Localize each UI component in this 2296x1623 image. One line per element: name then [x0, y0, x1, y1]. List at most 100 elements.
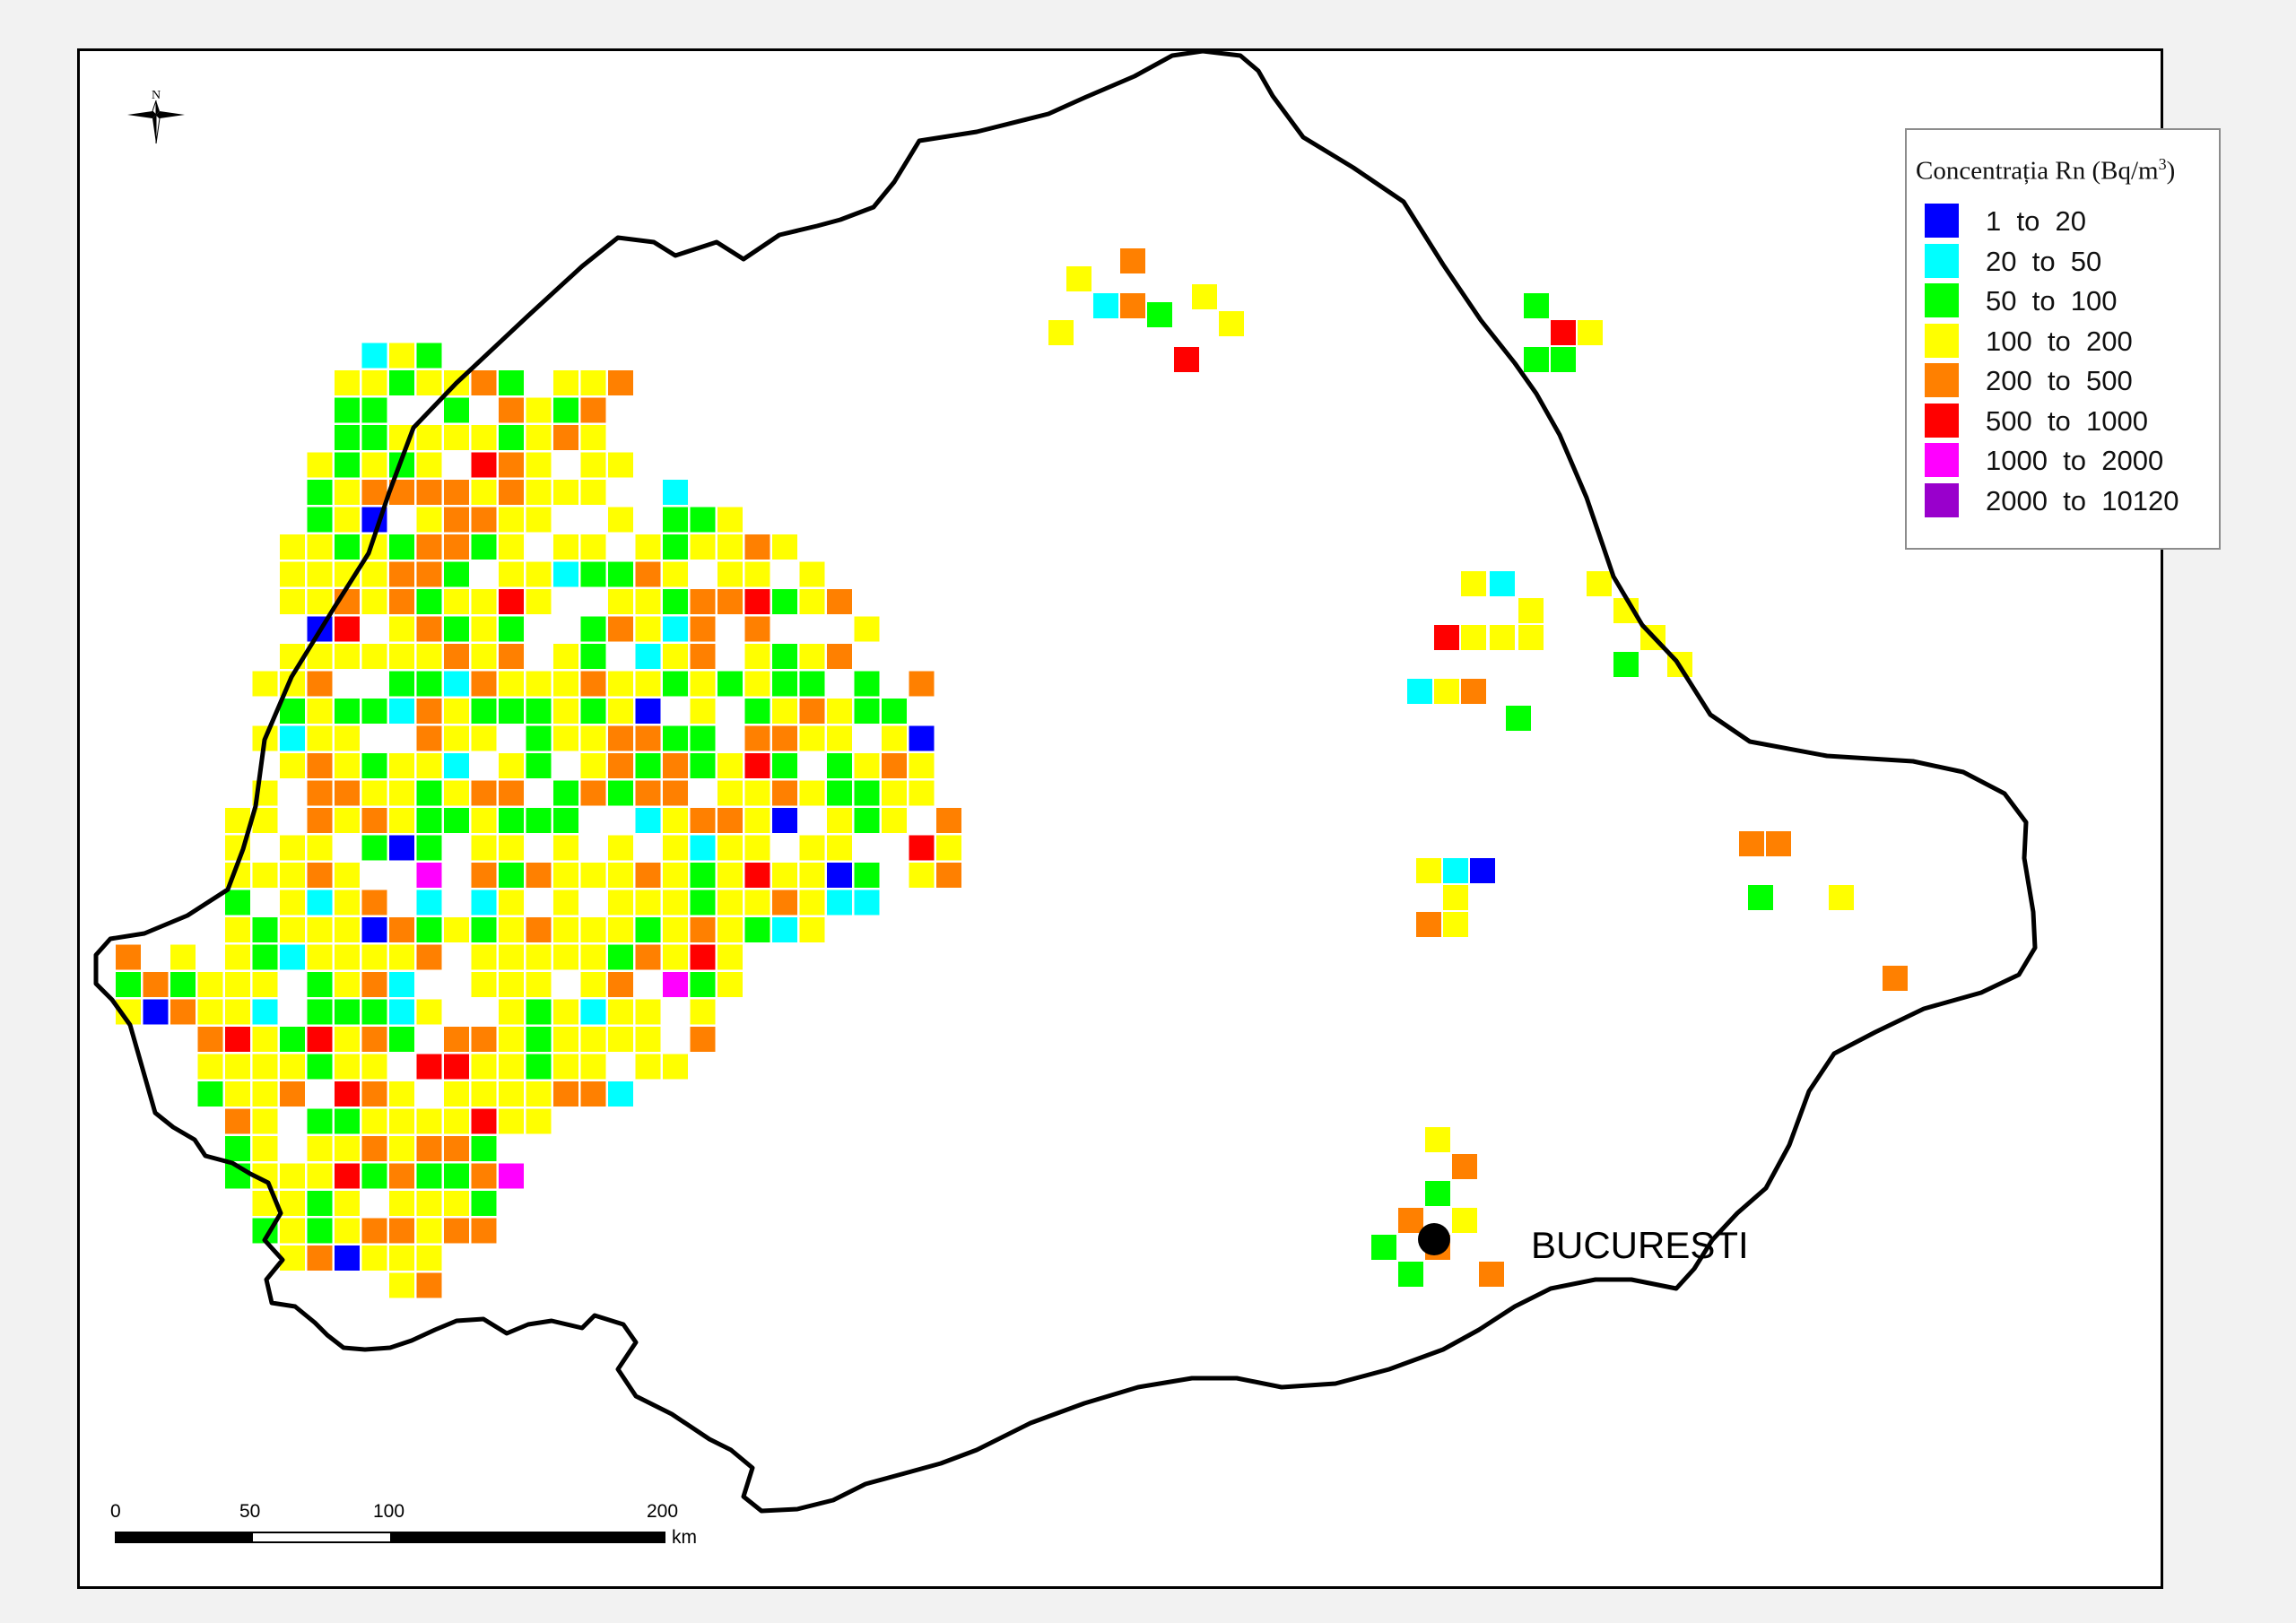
grid-cell	[580, 1054, 606, 1080]
grid-cell	[280, 890, 305, 916]
grid-cell	[690, 917, 716, 942]
grid-cell	[1461, 679, 1486, 704]
grid-cell	[1147, 302, 1172, 327]
grid-cell	[718, 534, 743, 560]
grid-cell	[471, 534, 497, 560]
grid-cell	[1066, 266, 1091, 291]
grid-cell	[690, 616, 716, 642]
grid-cell	[361, 561, 387, 587]
grid-cell	[718, 561, 743, 587]
grid-cell	[416, 370, 442, 395]
grid-cell	[1739, 831, 1764, 856]
grid-cell	[1048, 320, 1074, 345]
grid-cell	[444, 1163, 469, 1189]
grid-cell	[416, 452, 442, 478]
grid-cell	[526, 589, 552, 614]
grid-cell	[663, 507, 688, 533]
grid-cell	[471, 1054, 497, 1080]
grid-cell	[718, 917, 743, 942]
grid-cell	[361, 480, 387, 505]
grid-cell	[526, 561, 552, 587]
legend-label: 1000 to 2000	[1986, 445, 2164, 476]
grid-cell	[744, 808, 770, 833]
grid-cell	[663, 808, 688, 833]
grid-cell	[307, 835, 333, 861]
grid-cell	[471, 917, 497, 942]
grid-cell	[116, 972, 141, 997]
grid-cell	[471, 1108, 497, 1134]
legend-swatch	[1925, 323, 1959, 358]
grid-cell	[663, 561, 688, 587]
grid-cell	[499, 999, 524, 1025]
grid-cell	[1443, 858, 1468, 883]
grid-cell	[799, 780, 825, 806]
grid-cell	[335, 780, 360, 806]
grid-cell	[799, 561, 825, 587]
grid-cell	[526, 480, 552, 505]
grid-cell	[307, 725, 333, 751]
grid-cell	[690, 671, 716, 697]
grid-cell	[416, 753, 442, 778]
grid-cell	[1443, 912, 1468, 937]
grid-cell	[909, 835, 935, 861]
grid-cell	[718, 671, 743, 697]
grid-cell	[1371, 1235, 1396, 1260]
grid-cell	[882, 753, 907, 778]
grid-cell	[1883, 966, 1908, 991]
grid-cell	[335, 999, 360, 1025]
grid-cell	[307, 1136, 333, 1161]
grid-cell	[526, 999, 552, 1025]
grid-cell	[718, 507, 743, 533]
grid-cell	[361, 890, 387, 916]
grid-cell	[280, 1218, 305, 1244]
grid-cell	[1506, 706, 1531, 731]
grid-cell	[744, 534, 770, 560]
grid-cell	[635, 917, 661, 942]
grid-cell	[799, 890, 825, 916]
grid-cell	[744, 644, 770, 669]
grid-cell	[553, 890, 578, 916]
grid-cell	[608, 616, 633, 642]
grid-cell	[608, 1081, 633, 1107]
grid-cell	[608, 863, 633, 888]
grid-cell	[361, 1163, 387, 1189]
grid-cell	[580, 671, 606, 697]
grid-cell	[416, 561, 442, 587]
grid-cell	[471, 890, 497, 916]
grid-cell	[335, 370, 360, 395]
grid-cell	[444, 507, 469, 533]
grid-cell	[335, 616, 360, 642]
grid-cell	[416, 343, 442, 369]
grid-cell	[854, 808, 880, 833]
grid-cell	[499, 780, 524, 806]
grid-cell	[553, 999, 578, 1025]
grid-cell	[252, 1108, 278, 1134]
grid-cell	[608, 370, 633, 395]
grid-cell	[416, 1136, 442, 1161]
grid-cell	[499, 480, 524, 505]
grid-cell	[444, 671, 469, 697]
radon-map[interactable]: N	[80, 51, 2161, 1586]
grid-cell	[280, 561, 305, 587]
grid-cell	[361, 589, 387, 614]
grid-cell	[1174, 347, 1199, 372]
grid-cell	[1398, 1262, 1423, 1287]
grid-cell	[280, 1245, 305, 1271]
grid-cell	[416, 425, 442, 450]
grid-cell	[361, 999, 387, 1025]
grid-cell	[444, 1218, 469, 1244]
legend-label: 100 to 200	[1986, 325, 2133, 357]
grid-cell	[335, 397, 360, 423]
grid-cell	[909, 863, 935, 888]
grid-cell	[499, 534, 524, 560]
grid-cell	[307, 589, 333, 614]
scale-bar	[115, 1532, 665, 1543]
grid-cell	[143, 999, 169, 1025]
grid-cell	[827, 890, 852, 916]
grid-cell	[635, 671, 661, 697]
grid-cell	[280, 753, 305, 778]
grid-cell	[499, 1108, 524, 1134]
grid-cell	[608, 589, 633, 614]
grid-cell	[553, 397, 578, 423]
grid-cell	[471, 1191, 497, 1216]
